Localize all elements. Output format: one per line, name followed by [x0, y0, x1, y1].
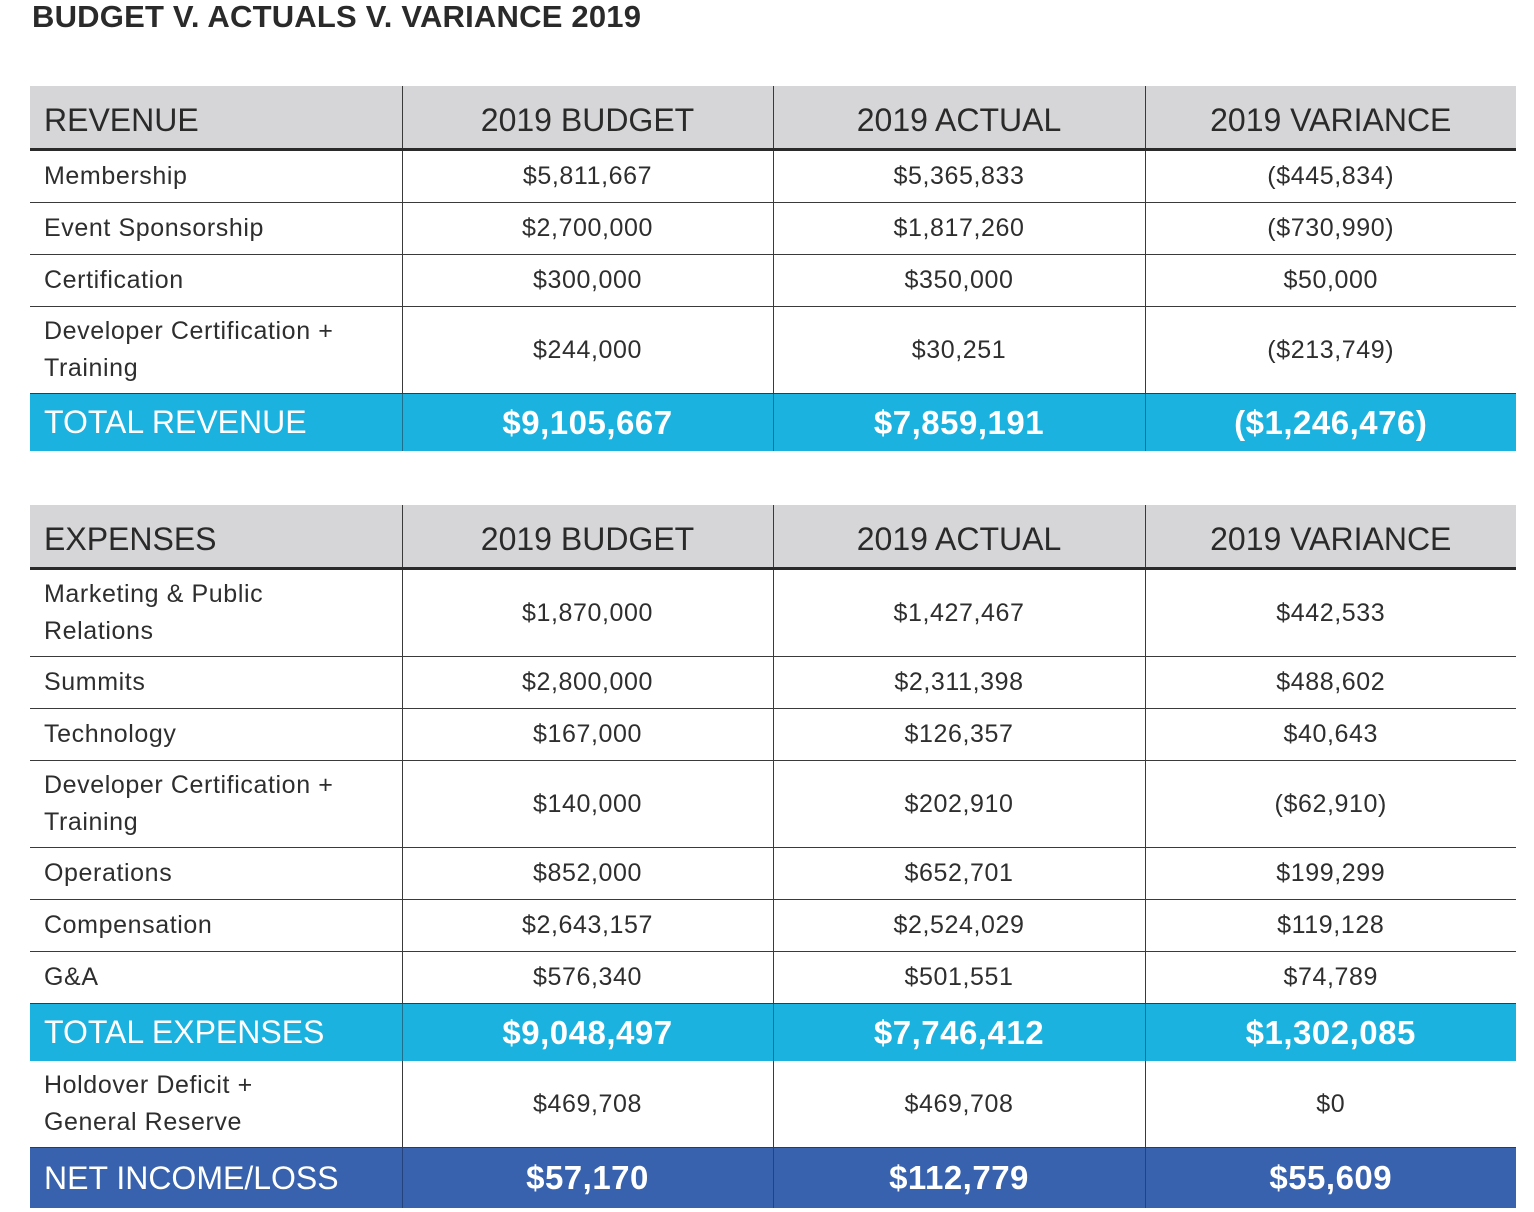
row-label-text: Marketing & Public Relations [44, 580, 264, 645]
total-expenses-variance: $1,302,085 [1144, 1003, 1516, 1061]
budget-cell: $1,870,000 [401, 568, 773, 657]
total-revenue-actual: $7,859,191 [772, 393, 1145, 451]
row-label: Developer Certification + Training [30, 760, 402, 848]
budget-cell: $244,000 [401, 306, 773, 394]
net-income-budget: $57,170 [401, 1147, 773, 1208]
budget-cell: $576,340 [401, 951, 773, 1004]
revenue-header-budget: 2019 BUDGET [401, 86, 773, 151]
net-income-label: NET INCOME/LOSS [30, 1147, 402, 1208]
budget-cell: $2,643,157 [401, 899, 773, 952]
actual-cell: $126,357 [772, 708, 1145, 761]
row-label: Developer Certification + Training [30, 306, 402, 394]
revenue-header-label: REVENUE [30, 86, 402, 151]
row-label: Operations [30, 847, 402, 900]
total-expenses-budget: $9,048,497 [401, 1003, 773, 1061]
total-revenue-row: TOTAL REVENUE $9,105,667 $7,859,191 ($1,… [30, 393, 1516, 451]
variance-cell: $488,602 [1144, 656, 1516, 709]
actual-cell: $5,365,833 [772, 149, 1145, 203]
variance-cell: $442,533 [1144, 568, 1516, 657]
row-label: Technology [30, 708, 402, 761]
row-label: Summits [30, 656, 402, 709]
budget-cell: $852,000 [401, 847, 773, 900]
row-label: Event Sponsorship [30, 202, 402, 255]
expenses-header-budget: 2019 BUDGET [401, 505, 773, 570]
revenue-header-variance: 2019 VARIANCE [1144, 86, 1516, 151]
variance-cell: $50,000 [1144, 254, 1516, 307]
actual-cell: $2,311,398 [772, 656, 1145, 709]
total-revenue-label: TOTAL REVENUE [30, 393, 402, 451]
table-row: Compensation $2,643,157 $2,524,029 $119,… [30, 899, 1516, 952]
actual-cell: $501,551 [772, 951, 1145, 1004]
actual-cell: $1,427,467 [772, 568, 1145, 657]
table-row: Summits $2,800,000 $2,311,398 $488,602 [30, 656, 1516, 709]
table-row: Certification $300,000 $350,000 $50,000 [30, 254, 1516, 307]
table-row: Developer Certification + Training $244,… [30, 306, 1516, 394]
document-title: BUDGET V. ACTUALS V. VARIANCE 2019 [32, 0, 642, 34]
actual-cell: $202,910 [772, 760, 1145, 848]
revenue-header-row: REVENUE 2019 BUDGET 2019 ACTUAL 2019 VAR… [30, 86, 1516, 151]
holdover-actual: $469,708 [772, 1061, 1145, 1148]
holdover-budget: $469,708 [401, 1061, 773, 1148]
row-label: Membership [30, 149, 402, 203]
actual-cell: $1,817,260 [772, 202, 1145, 255]
variance-cell: ($213,749) [1144, 306, 1516, 394]
actual-cell: $30,251 [772, 306, 1145, 394]
budget-cell: $2,800,000 [401, 656, 773, 709]
budget-cell: $167,000 [401, 708, 773, 761]
budget-cell: $2,700,000 [401, 202, 773, 255]
net-income-actual: $112,779 [772, 1147, 1145, 1208]
total-revenue-budget: $9,105,667 [401, 393, 773, 451]
expenses-header-actual: 2019 ACTUAL [772, 505, 1145, 570]
table-row: G&A $576,340 $501,551 $74,789 [30, 951, 1516, 1004]
row-label-text: Developer Certification + Training [44, 317, 334, 382]
total-expenses-actual: $7,746,412 [772, 1003, 1145, 1061]
variance-cell: $199,299 [1144, 847, 1516, 900]
variance-cell: ($730,990) [1144, 202, 1516, 255]
row-label: Compensation [30, 899, 402, 952]
revenue-header-actual: 2019 ACTUAL [772, 86, 1145, 151]
holdover-variance: $0 [1144, 1061, 1516, 1148]
table-row: Marketing & Public Relations $1,870,000 … [30, 568, 1516, 657]
expenses-table: EXPENSES 2019 BUDGET 2019 ACTUAL 2019 VA… [30, 505, 1516, 1208]
net-income-row: NET INCOME/LOSS $57,170 $112,779 $55,609 [30, 1147, 1516, 1208]
table-row: Event Sponsorship $2,700,000 $1,817,260 … [30, 202, 1516, 255]
variance-cell: ($62,910) [1144, 760, 1516, 848]
row-label-text: Developer Certification + Training [44, 771, 334, 836]
variance-cell: $119,128 [1144, 899, 1516, 952]
actual-cell: $652,701 [772, 847, 1145, 900]
net-income-variance: $55,609 [1144, 1147, 1516, 1208]
table-row: Developer Certification + Training $140,… [30, 760, 1516, 848]
expenses-header-label: EXPENSES [30, 505, 402, 570]
row-label: G&A [30, 951, 402, 1004]
revenue-table: REVENUE 2019 BUDGET 2019 ACTUAL 2019 VAR… [30, 86, 1516, 451]
budget-cell: $140,000 [401, 760, 773, 848]
table-row: Technology $167,000 $126,357 $40,643 [30, 708, 1516, 761]
total-expenses-row: TOTAL EXPENSES $9,048,497 $7,746,412 $1,… [30, 1003, 1516, 1061]
variance-cell: ($445,834) [1144, 149, 1516, 203]
expenses-header-variance: 2019 VARIANCE [1144, 505, 1516, 570]
total-expenses-label: TOTAL EXPENSES [30, 1003, 402, 1061]
row-label: Certification [30, 254, 402, 307]
holdover-row: Holdover Deficit + General Reserve $469,… [30, 1061, 1516, 1148]
holdover-label: Holdover Deficit + General Reserve [30, 1061, 402, 1148]
budget-cell: $5,811,667 [401, 149, 773, 203]
table-row: Operations $852,000 $652,701 $199,299 [30, 847, 1516, 900]
budget-cell: $300,000 [401, 254, 773, 307]
expenses-header-row: EXPENSES 2019 BUDGET 2019 ACTUAL 2019 VA… [30, 505, 1516, 570]
holdover-label-text: Holdover Deficit + General Reserve [44, 1071, 253, 1136]
table-row: Membership $5,811,667 $5,365,833 ($445,8… [30, 149, 1516, 203]
variance-cell: $74,789 [1144, 951, 1516, 1004]
actual-cell: $2,524,029 [772, 899, 1145, 952]
variance-cell: $40,643 [1144, 708, 1516, 761]
actual-cell: $350,000 [772, 254, 1145, 307]
row-label: Marketing & Public Relations [30, 568, 402, 657]
total-revenue-variance: ($1,246,476) [1144, 393, 1516, 451]
